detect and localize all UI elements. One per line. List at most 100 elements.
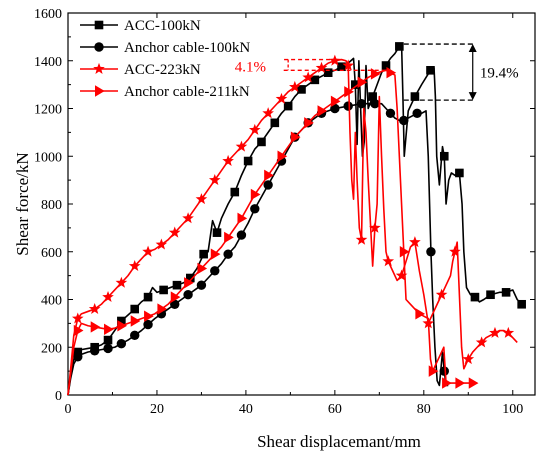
data-point [426, 66, 435, 75]
data-point [462, 353, 475, 365]
data-point [385, 108, 396, 118]
data-point [270, 118, 280, 128]
legend-label: ACC-100kN [124, 18, 201, 34]
x-tick-label: 0 [65, 402, 72, 417]
data-point [290, 131, 301, 143]
data-point [449, 245, 461, 257]
annotation-label: 4.1% [235, 59, 266, 75]
legend-label: ACC-223kN [124, 62, 201, 78]
data-point [502, 326, 515, 338]
y-axis-title: Shear force/kN [13, 152, 32, 255]
y-tick-label: 1200 [34, 103, 62, 118]
data-point [439, 151, 449, 161]
data-point [236, 230, 247, 240]
x-tick-label: 80 [417, 402, 431, 417]
data-point [103, 343, 113, 354]
axes-layer: 0 20 40 60 80 1000200400600800100012001400160… [34, 7, 536, 417]
y-tick-label: 600 [41, 246, 62, 261]
data-point [115, 276, 128, 288]
data-point [337, 62, 346, 72]
legend-item: ACC-223kN [80, 62, 201, 78]
data-point [144, 310, 154, 322]
data-point [275, 92, 288, 104]
legend-item: ACC-100kN [80, 18, 201, 34]
data-point [184, 277, 194, 289]
data-point [435, 288, 448, 300]
data-point [370, 99, 380, 109]
data-point [159, 285, 168, 295]
data-point [73, 324, 84, 337]
data-point [130, 315, 141, 327]
data-point [357, 76, 368, 88]
data-point [297, 85, 306, 94]
data-point [117, 320, 128, 332]
data-point [486, 290, 495, 300]
data-point [264, 169, 274, 182]
data-point [130, 330, 140, 341]
data-point [395, 269, 408, 281]
data-point [351, 80, 360, 89]
data-point [195, 193, 208, 205]
data-point [455, 168, 464, 178]
legend-marker [94, 42, 104, 52]
data-point [88, 302, 101, 314]
data-point [197, 262, 208, 275]
data-point [304, 117, 314, 129]
data-point [382, 255, 395, 267]
data-point [102, 291, 114, 303]
data-point [128, 259, 141, 272]
data-point [183, 290, 193, 300]
data-point [412, 108, 422, 118]
data-point [155, 238, 168, 250]
annotations-layer: 4.1% 19.4% [235, 43, 519, 101]
annotation-label: 19.4% [480, 66, 519, 82]
legend-layer: ACC-100kN Anchor cable-100kN ACC-223kN Anch… [80, 18, 250, 100]
x-tick-label: 100 [502, 402, 523, 417]
x-tick-label: 60 [328, 402, 342, 417]
y-tick-label: 1400 [34, 55, 62, 70]
data-point [250, 188, 261, 201]
data-point [439, 366, 449, 376]
data-point [442, 377, 452, 389]
data-point [222, 154, 234, 166]
series-line [67, 102, 449, 396]
annotation-arrowhead [468, 44, 477, 53]
legend-marker [93, 62, 105, 74]
x-tick-label: 20 [150, 402, 164, 417]
data-point [330, 103, 340, 114]
legend-marker [94, 20, 104, 30]
data-point [157, 303, 168, 315]
y-tick-label: 800 [41, 198, 62, 213]
data-point [130, 304, 140, 314]
data-point [235, 140, 248, 152]
data-point [117, 316, 126, 326]
data-point [210, 248, 221, 260]
legend-label: Anchor cable-211kN [124, 84, 250, 100]
data-point [399, 246, 410, 258]
data-point [310, 75, 320, 85]
data-point [356, 99, 367, 109]
data-point [428, 365, 439, 377]
legend-item: Anchor cable-100kN [80, 40, 250, 56]
data-point [399, 115, 409, 126]
data-point [143, 319, 153, 330]
data-point [73, 347, 83, 357]
data-point [89, 346, 100, 356]
data-point [170, 299, 180, 309]
legend-item: Anchor cable-211kN [80, 84, 250, 100]
data-point [104, 323, 114, 336]
annotation-arrowhead [468, 92, 477, 101]
data-point [250, 204, 260, 214]
data-point [223, 249, 233, 259]
data-point [143, 292, 153, 302]
legend-label: Anchor cable-100kN [124, 40, 250, 56]
data-point [409, 236, 421, 248]
data-point [186, 273, 195, 283]
data-point [230, 187, 240, 197]
data-point [237, 212, 248, 225]
data-point [501, 288, 511, 297]
data-point [426, 247, 436, 257]
data-point [199, 249, 208, 259]
data-point [283, 101, 293, 111]
series-4 [67, 66, 479, 396]
